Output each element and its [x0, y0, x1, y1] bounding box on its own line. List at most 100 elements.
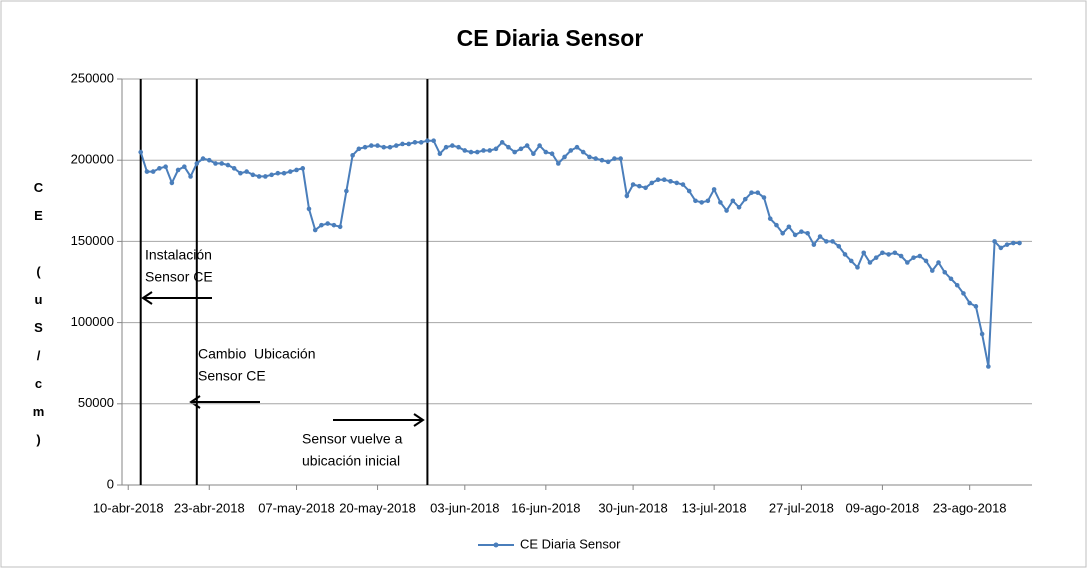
data-point [437, 151, 443, 157]
data-point [499, 140, 505, 145]
data-point [749, 190, 754, 195]
data-point [774, 222, 779, 228]
data-point [356, 146, 362, 152]
data-point [705, 198, 711, 204]
data-point [867, 260, 873, 265]
x-tick-label: 13-jul-2018 [682, 500, 747, 515]
data-point [194, 161, 200, 166]
data-point [175, 167, 181, 173]
data-point [169, 180, 175, 186]
data-point [225, 162, 231, 168]
data-point [961, 291, 966, 296]
data-point [761, 195, 767, 200]
data-point [923, 258, 929, 264]
y-tick-label: 50000 [78, 395, 114, 410]
data-point [425, 138, 430, 144]
x-tick-label: 23-ago-2018 [933, 500, 1007, 515]
data-point [306, 206, 312, 212]
data-point [612, 156, 617, 161]
data-point [344, 188, 349, 194]
data-point [574, 144, 580, 150]
data-point [580, 149, 586, 155]
data-point [219, 161, 225, 166]
data-point [836, 243, 842, 249]
data-point [587, 154, 592, 160]
data-point [929, 268, 935, 273]
data-point [568, 148, 574, 153]
data-point [1017, 240, 1022, 246]
y-axis-label: CE (uS/cm) [31, 180, 46, 460]
data-point [699, 200, 704, 205]
data-point [674, 180, 680, 186]
data-point [842, 252, 848, 257]
data-point [256, 174, 262, 179]
data-point [150, 169, 156, 174]
data-point [724, 208, 729, 213]
data-point [294, 167, 299, 173]
data-point [686, 188, 692, 194]
data-point [206, 157, 212, 163]
data-point [780, 230, 785, 236]
data-point [144, 169, 150, 174]
y-tick-label: 200000 [71, 152, 114, 167]
chart-title: CE Diaria Sensor [457, 25, 644, 51]
data-point [755, 190, 761, 195]
annotation: Instalación [145, 247, 212, 263]
data-point [1011, 240, 1016, 246]
x-tick-label: 20-may-2018 [339, 500, 416, 515]
data-point [643, 185, 648, 191]
annotation: Sensor CE [145, 269, 213, 285]
data-point [524, 143, 530, 148]
data-point [157, 166, 162, 171]
y-tick-label: 100000 [71, 314, 114, 329]
data-point [742, 196, 748, 202]
series-line [139, 139, 1020, 367]
data-point [200, 156, 206, 161]
data-point [967, 300, 972, 306]
data-point [562, 154, 567, 160]
data-point [512, 149, 517, 155]
data-point [998, 245, 1004, 251]
data-point [855, 265, 860, 270]
data-point [462, 148, 468, 153]
annotation: ubicación inicial [302, 453, 400, 469]
x-tick-label: 16-jun-2018 [511, 500, 580, 515]
annotation: Cambio Ubicación [198, 346, 316, 362]
data-point [718, 200, 723, 205]
data-point [531, 151, 536, 157]
data-point [873, 255, 879, 260]
data-point [799, 229, 804, 234]
data-point [811, 242, 817, 247]
data-point [817, 234, 823, 239]
data-point [537, 143, 542, 148]
x-tick-label: 23-abr-2018 [174, 500, 245, 515]
data-point [412, 140, 418, 145]
data-point [830, 239, 835, 244]
data-point [369, 143, 374, 148]
data-point [269, 172, 274, 178]
data-point [213, 161, 218, 166]
data-point [250, 172, 256, 178]
data-point [605, 159, 611, 165]
data-point [337, 224, 343, 230]
y-tick-label: 150000 [71, 233, 114, 248]
data-point [481, 148, 486, 153]
legend-marker [493, 542, 499, 548]
data-point [362, 144, 368, 150]
legend-label: CE Diaria Sensor [520, 536, 621, 551]
data-point [624, 193, 630, 199]
data-point [231, 166, 237, 171]
data-point [618, 156, 623, 161]
data-point [886, 252, 891, 257]
data-point [450, 143, 455, 148]
x-tick-label: 27-jul-2018 [769, 500, 834, 515]
data-point [182, 164, 187, 169]
data-point [287, 169, 293, 174]
data-point [275, 170, 281, 176]
data-point [861, 250, 867, 256]
data-point [518, 146, 524, 152]
arrow [141, 291, 212, 305]
